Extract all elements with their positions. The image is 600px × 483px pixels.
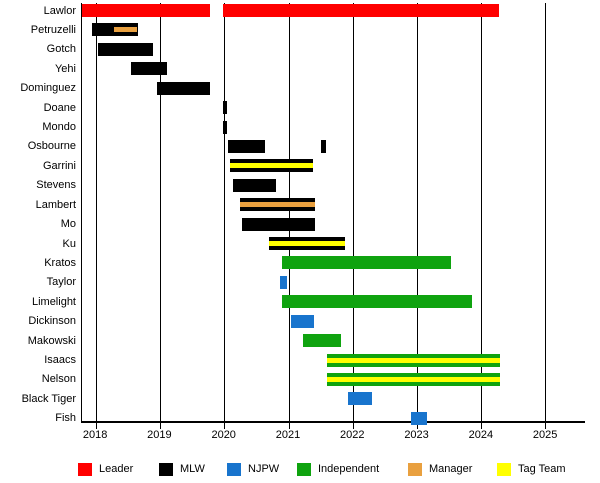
- row-label-limelight: Limelight: [31, 295, 76, 308]
- gridline-2021: [288, 3, 290, 429]
- gridline-2023: [416, 3, 418, 429]
- row-label-osbourne: Osbourne: [27, 140, 76, 153]
- row-label-black-tiger: Black Tiger: [21, 392, 76, 405]
- legend-swatch-tag-team: [497, 463, 511, 476]
- row-label-dominguez: Dominguez: [20, 82, 76, 95]
- row-label-mondo: Mondo: [42, 121, 76, 134]
- timeline-bar-mlw: [157, 81, 211, 95]
- row-label-taylor: Taylor: [46, 276, 76, 289]
- x-tick-label: 2025: [532, 429, 558, 441]
- timeline-bar-njpw: [411, 411, 428, 425]
- timeline-bar-leader: [223, 4, 500, 17]
- timeline-bar-njpw: [347, 392, 372, 406]
- timeline-bar-mlw: [222, 101, 227, 115]
- timeline-bar-mlw: [222, 120, 227, 134]
- timeline-bar-manager-overlay: [114, 27, 137, 33]
- timeline-bar-mlw: [130, 62, 167, 76]
- x-tick-label: 2024: [468, 429, 494, 441]
- x-tick-label: 2019: [147, 429, 172, 441]
- legend-swatch-manager: [408, 463, 422, 476]
- gridline-2025: [545, 3, 547, 429]
- row-label-lawlor: Lawlor: [43, 4, 76, 17]
- timeline-bar-mlw: [98, 42, 154, 56]
- row-label-stevens: Stevens: [36, 179, 76, 192]
- row-label-gotch: Gotch: [46, 43, 76, 56]
- row-label-kratos: Kratos: [44, 256, 76, 269]
- x-tick-label: 2018: [82, 429, 108, 441]
- timeline-bar-mlw: [241, 217, 315, 231]
- gridline-2024: [481, 3, 483, 429]
- timeline-bar-independent: [281, 256, 451, 270]
- legend-label: Independent: [318, 463, 380, 475]
- timeline-bar-njpw: [280, 275, 287, 289]
- x-tick-label: 2022: [340, 429, 365, 441]
- timeline-bar-independent-tag: [327, 372, 501, 386]
- row-label-nelson: Nelson: [41, 373, 76, 386]
- gridline-2019: [160, 3, 162, 429]
- row-label-yehi: Yehi: [54, 62, 76, 75]
- timeline-bar-independent: [281, 295, 473, 309]
- legend-label: Manager: [429, 463, 473, 475]
- legend-label: NJPW: [248, 463, 280, 475]
- legend-label: Leader: [99, 463, 134, 475]
- legend-swatch-mlw: [159, 463, 173, 476]
- gridline-2020: [224, 3, 226, 429]
- timeline-bar-mlw-tag: [268, 237, 346, 251]
- legend-swatch-independent: [297, 463, 311, 476]
- row-label-lambert: Lambert: [35, 198, 76, 211]
- gridline-2022: [352, 3, 354, 429]
- row-label-doane: Doane: [43, 101, 76, 114]
- legend-swatch-leader: [78, 463, 92, 476]
- row-label-mo: Mo: [60, 218, 76, 231]
- timeline-bar-mlw: [227, 139, 266, 153]
- timeline-bar-njpw: [290, 314, 314, 328]
- gridline-2018: [96, 3, 98, 429]
- plot-area: [81, 3, 585, 429]
- x-tick-label: 2023: [404, 429, 429, 441]
- row-label-garrini: Garrini: [42, 159, 76, 172]
- timeline-bar-leader: [82, 4, 210, 17]
- row-label-dickinson: Dickinson: [28, 315, 76, 328]
- timeline-bar-mlw: [320, 139, 326, 153]
- timeline-bar-mlw: [233, 178, 277, 192]
- timeline-bar-independent-tag: [327, 353, 501, 367]
- legend-label: Tag Team: [518, 463, 566, 475]
- x-tick-label: 2021: [275, 429, 301, 441]
- row-label-petruzelli: Petruzelli: [30, 23, 76, 36]
- timeline-bar-mlw-tag: [229, 159, 313, 173]
- legend-swatch-njpw: [227, 463, 241, 476]
- legend: Leader MLW NJPW Independent Manager Tag Team: [0, 460, 600, 480]
- x-tick-label: 2020: [211, 429, 236, 441]
- row-label-ku: Ku: [62, 237, 76, 250]
- row-label-fish: Fish: [55, 412, 76, 425]
- row-label-isaacs: Isaacs: [44, 354, 76, 367]
- timeline-bar-independent: [303, 334, 341, 348]
- legend-label: MLW: [180, 463, 205, 475]
- row-label-makowski: Makowski: [27, 334, 76, 347]
- timeline-bar-mlw-manager: [240, 198, 315, 212]
